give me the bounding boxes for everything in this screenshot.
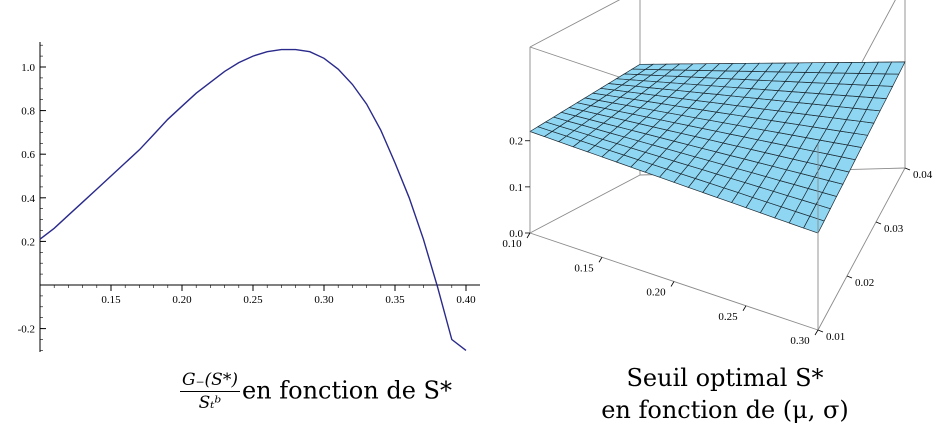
x-tick-label: 0.30 (314, 294, 334, 306)
y-tick-label: 0.04 (913, 169, 933, 181)
y-tick-label: 0.2 (21, 236, 35, 248)
x-tick-label: 0.15 (574, 262, 594, 274)
y-tick-mark (904, 167, 911, 171)
y-tick-label: 1.0 (21, 62, 35, 74)
surface-chart: 0.10 0.15 0.20 0.25 0.30 0.01 0.02 0.03 0.04 0.0 0… (502, 0, 933, 347)
x-tick-label: 0.30 (790, 335, 810, 347)
z-tick-label: 0.2 (509, 136, 523, 148)
surface-cell (884, 61, 906, 75)
y-tick-label: 0.6 (21, 149, 35, 161)
y-tick-mark (846, 275, 853, 279)
line-chart: 0.15 0.20 0.25 0.30 0.35 0.40 -0.2 0.2 0.4 0.6 0.8… (18, 42, 480, 352)
caption-denominator: Sₜᵇ (198, 393, 222, 413)
x-tick-mark (814, 329, 819, 336)
x-tick-label: 0.20 (172, 294, 192, 306)
x-tick-label: 0.20 (646, 287, 666, 299)
y-tick-mark (817, 329, 824, 333)
x-tick-label: 0.25 (243, 294, 263, 306)
series-line (39, 48, 467, 351)
y-tick-mark (875, 221, 882, 225)
z-tick-label: 0.0 (509, 228, 523, 240)
box-edge (817, 167, 906, 331)
y-tick-label: 0.8 (21, 106, 35, 118)
caption-line-1: Seuil optimal S* (626, 364, 824, 392)
left-caption: G₋(S*) Sₜᵇ en fonction de S* (180, 370, 452, 414)
y-tick-label: 0.4 (21, 193, 35, 205)
caption-line-2: en fonction de (μ, σ) (601, 396, 849, 424)
x-tick-label: 0.10 (502, 238, 522, 250)
x-tick-label: 0.35 (385, 294, 405, 306)
box-edge (529, 0, 621, 48)
y-tick-label: 0.01 (826, 331, 845, 343)
y-tick-label: -0.2 (18, 324, 35, 336)
x-tick-mark (598, 257, 603, 263)
right-caption: Seuil optimal S* en fonction de (μ, σ) (590, 362, 860, 426)
caption-text: en fonction de S* (241, 376, 452, 405)
x-tick-mark (670, 281, 675, 287)
y-tick-label: 0.02 (855, 277, 874, 289)
x-tick-label: 0.15 (101, 294, 121, 306)
x-tick-label: 0.40 (456, 294, 476, 306)
z-tick-label: 0.1 (509, 182, 523, 194)
x-tick-mark (526, 232, 531, 239)
x-tick-mark (742, 305, 747, 311)
caption-fraction: G₋(S*) Sₜᵇ (180, 370, 240, 414)
x-tick-label: 0.25 (718, 311, 738, 323)
caption-numerator: G₋(S*) (180, 370, 240, 392)
box-edge (529, 174, 641, 234)
y-tick-label: 0.03 (884, 223, 904, 235)
